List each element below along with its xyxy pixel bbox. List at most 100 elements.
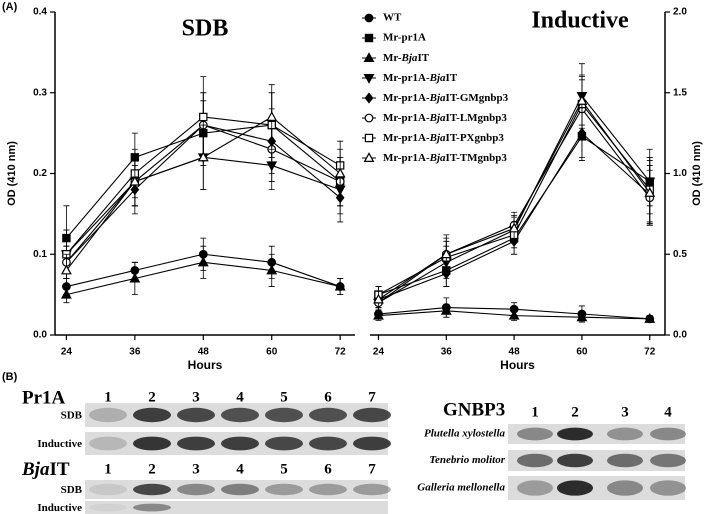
x-axis-label: Hours [500, 358, 535, 372]
y-tick-label: 1.5 [673, 87, 687, 98]
marker [60, 288, 72, 299]
blot-band [309, 407, 347, 423]
lane-label: 3 [621, 404, 629, 420]
x-tick-label: 72 [644, 347, 656, 358]
blot-band [177, 483, 215, 496]
legend-marker [364, 33, 374, 43]
blot-band [309, 483, 347, 496]
lane-label: 1 [104, 389, 112, 405]
blot-band [650, 427, 686, 441]
legend-label: Mr-pr1A [383, 32, 426, 44]
blot-band [650, 480, 686, 496]
y-axis-label: OD (410 nm) [6, 141, 18, 206]
legend-marker [364, 133, 374, 143]
blot-band [133, 483, 171, 496]
gene-label: Pr1A [22, 387, 66, 408]
x-tick-label: 36 [129, 347, 141, 358]
blot-band [557, 427, 593, 441]
marker [266, 111, 278, 121]
row-label: SDB [61, 410, 83, 422]
legend-marker [363, 52, 375, 63]
lane-label: 1 [531, 404, 539, 420]
blot-band [265, 407, 303, 423]
gene-label: BjaIT [21, 459, 70, 480]
x-tick-label: 24 [373, 347, 385, 358]
marker [440, 304, 452, 315]
blot-band [265, 436, 303, 451]
blot-band [607, 480, 643, 496]
row-label: Galleria mellonella [417, 482, 505, 494]
legend-label: Mr-BjaIT [383, 52, 430, 64]
blot-band [177, 407, 215, 423]
marker [334, 167, 346, 178]
x-tick-label: 24 [61, 347, 73, 358]
panel-label: (B) [2, 371, 18, 383]
marker [199, 112, 208, 122]
marker [60, 264, 72, 275]
lane-label: 7 [368, 461, 376, 477]
x-tick-label: 60 [576, 347, 588, 358]
blot-band [557, 480, 593, 496]
marker [644, 187, 656, 197]
blot-band [89, 407, 127, 423]
legend-marker [363, 73, 375, 84]
blot-band [133, 407, 171, 423]
blot-band [557, 453, 593, 468]
blot-band [265, 483, 303, 496]
y-tick-label: 2.0 [673, 7, 687, 18]
marker [576, 311, 588, 322]
chart-title: SDB [182, 16, 229, 42]
blot-band [133, 436, 171, 451]
legend-marker [364, 92, 374, 104]
marker [334, 280, 346, 291]
blot-strip [508, 476, 685, 500]
legend-label: Mr-pr1A-BjaIT [383, 72, 458, 84]
blot-band [517, 480, 553, 496]
lane-label: 3 [192, 389, 200, 405]
row-label: Tenebrio molitor [429, 454, 505, 466]
x-tick-label: 60 [266, 347, 278, 358]
lane-label: 4 [236, 389, 244, 405]
y-tick-label: 0.2 [33, 168, 47, 179]
blot-band [177, 436, 215, 451]
blot-band [89, 503, 127, 512]
y-tick-label: 1.0 [673, 168, 687, 179]
blot-band [221, 407, 259, 423]
lane-label: 1 [104, 461, 112, 477]
lane-label: 4 [236, 461, 244, 477]
y-tick-label: 0.4 [33, 7, 47, 18]
marker [576, 94, 588, 105]
lane-label: 2 [148, 389, 156, 405]
legend-label: Mr-pr1A-BjaIT-PXgnbp3 [383, 132, 504, 144]
marker [129, 272, 141, 283]
blot-band [221, 436, 259, 451]
lane-label: 3 [192, 461, 200, 477]
marker [266, 264, 278, 275]
blot-strip [508, 424, 685, 444]
lane-label: 7 [368, 389, 376, 405]
row-label: Plutella xylostella [424, 428, 505, 440]
lane-label: 2 [148, 461, 156, 477]
blot-band [309, 436, 347, 451]
marker [508, 222, 520, 233]
blot-band [221, 483, 259, 496]
gene-label: GNBP3 [443, 399, 505, 420]
lane-label: 5 [280, 461, 288, 477]
marker [197, 151, 209, 162]
blot-band [650, 453, 686, 468]
blot-strip [508, 450, 685, 471]
x-tick-label: 72 [335, 347, 347, 358]
y-tick-label: 0.5 [673, 249, 687, 260]
lane-label: 2 [571, 404, 579, 420]
legend-marker [364, 13, 374, 23]
row-label: Inductive [37, 502, 82, 514]
lane-label: 6 [324, 461, 332, 477]
y-tick-label: 0.0 [673, 330, 687, 341]
marker [129, 175, 141, 186]
blot-band [517, 453, 553, 468]
lane-label: 5 [280, 389, 288, 405]
marker [440, 248, 452, 259]
blot-band [517, 427, 553, 441]
blot-band [607, 453, 643, 468]
marker [373, 309, 384, 320]
